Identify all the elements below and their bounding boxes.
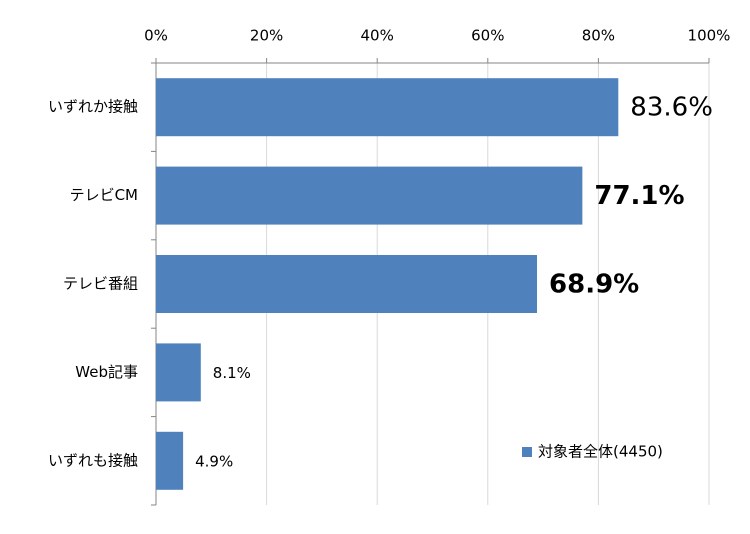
x-tick-label: 20% (250, 27, 283, 45)
legend-label: 対象者全体(4450) (538, 443, 663, 461)
bar (156, 78, 619, 137)
bar (156, 255, 538, 313)
x-tick-label: 100% (688, 27, 731, 45)
legend-swatch (522, 447, 532, 457)
y-tick-label: テレビ番組 (63, 275, 138, 293)
bar (156, 343, 201, 402)
data-label: 8.1% (213, 364, 251, 382)
bar (156, 431, 184, 490)
bar (156, 166, 583, 225)
x-tick-label: 80% (582, 27, 615, 45)
data-label: 4.9% (195, 452, 233, 470)
x-tick-label: 40% (361, 27, 394, 45)
data-label: 83.6% (630, 93, 713, 123)
y-tick-label: Web記事 (75, 363, 138, 381)
data-label: 68.9% (549, 270, 639, 300)
data-label: 77.1% (594, 181, 684, 211)
y-tick-label: いずれも接触 (48, 451, 138, 469)
x-tick-label: 60% (471, 27, 504, 45)
y-tick-label: いずれか接触 (48, 98, 138, 116)
y-tick-label: テレビCM (70, 186, 138, 204)
x-tick-label: 0% (144, 27, 168, 45)
